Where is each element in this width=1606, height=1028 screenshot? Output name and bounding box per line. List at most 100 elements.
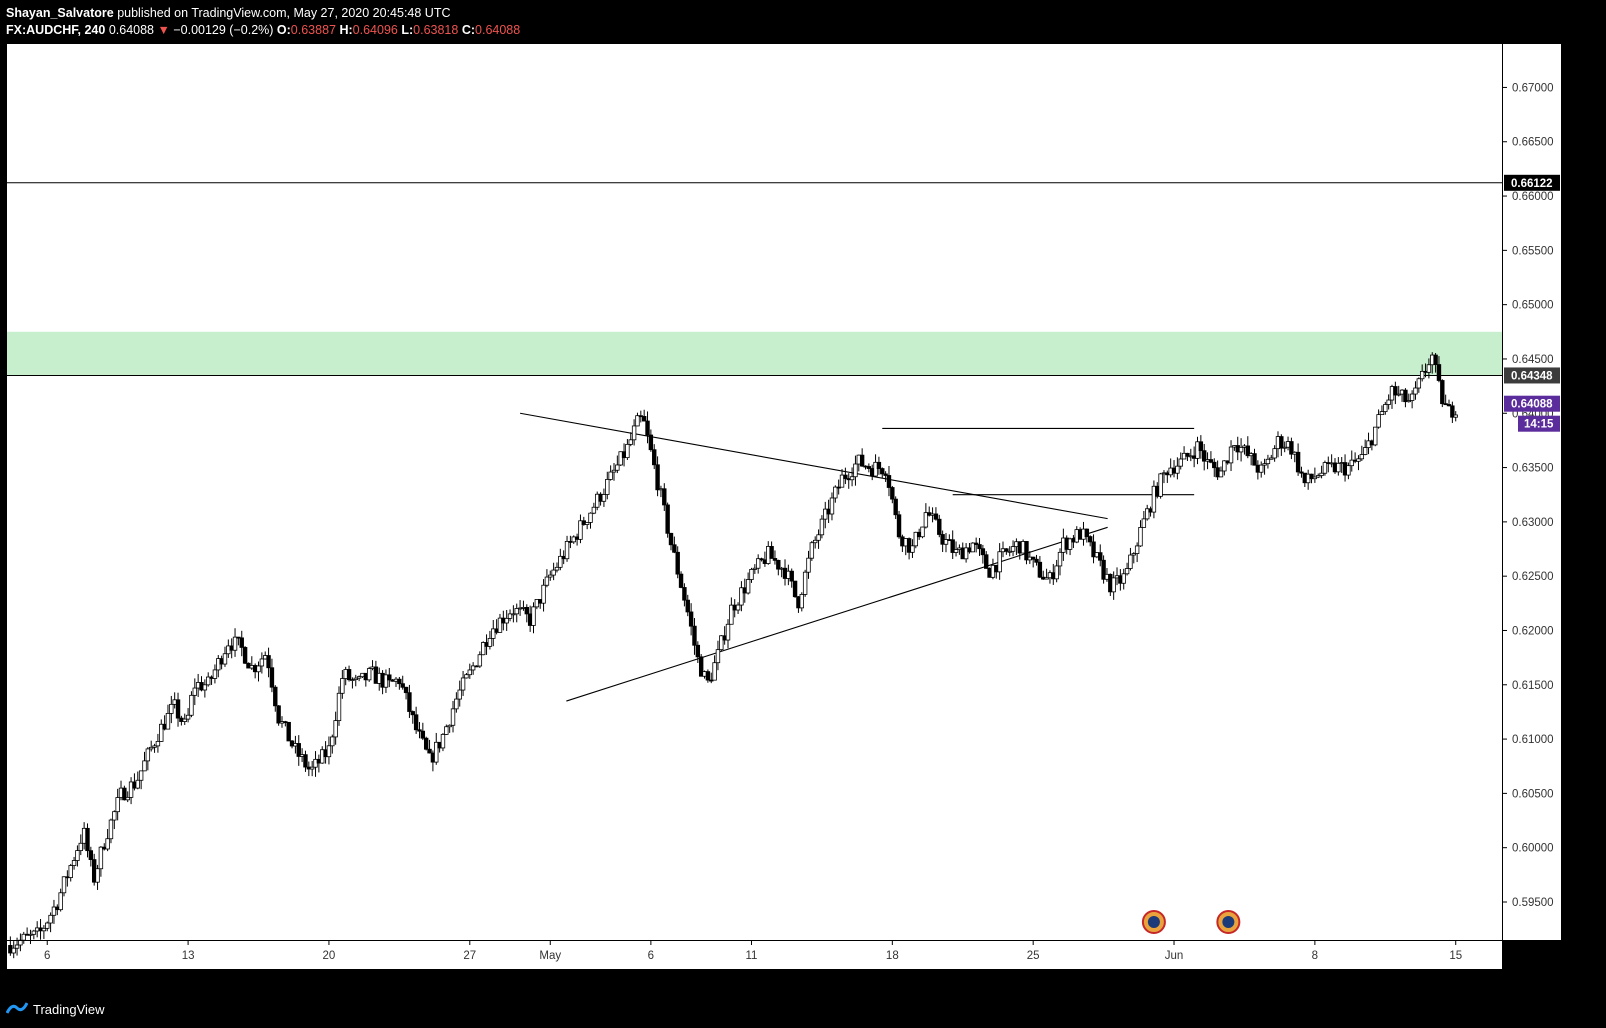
candle[interactable] (507, 613, 513, 619)
candle[interactable] (799, 594, 804, 609)
candle[interactable] (997, 551, 1002, 573)
candle[interactable] (615, 464, 620, 471)
candle[interactable] (269, 667, 275, 688)
candle[interactable] (142, 760, 147, 772)
candle[interactable] (1409, 393, 1415, 401)
candle[interactable] (403, 686, 409, 694)
candle[interactable] (48, 914, 53, 924)
candle[interactable] (1373, 426, 1378, 446)
candle[interactable] (504, 617, 509, 624)
candle[interactable] (427, 748, 432, 754)
trendline-0[interactable] (519, 412, 1108, 520)
candle[interactable] (286, 721, 291, 742)
candle[interactable] (1228, 446, 1234, 464)
candle[interactable] (1406, 400, 1411, 403)
candle[interactable] (1158, 473, 1163, 497)
candle[interactable] (1030, 556, 1036, 560)
candle[interactable] (387, 674, 392, 681)
candle[interactable] (859, 454, 865, 467)
candle[interactable] (896, 514, 902, 538)
candle[interactable] (444, 726, 449, 735)
trendline-1[interactable] (566, 526, 1108, 702)
candle[interactable] (383, 674, 389, 688)
candle[interactable] (1111, 577, 1116, 593)
candle[interactable] (628, 439, 633, 445)
candle[interactable] (303, 754, 308, 768)
candle[interactable] (185, 714, 191, 720)
candle[interactable] (487, 637, 493, 647)
candle[interactable] (85, 827, 90, 852)
candle[interactable] (514, 608, 519, 615)
author-name[interactable]: Shayan_Salvatore (6, 6, 114, 20)
candle[interactable] (1091, 541, 1096, 558)
candle[interactable] (541, 584, 546, 604)
candle[interactable] (1084, 528, 1090, 537)
candle[interactable] (1453, 414, 1458, 418)
candle[interactable] (1198, 441, 1204, 452)
candle[interactable] (819, 518, 825, 536)
candle[interactable] (175, 699, 181, 719)
candle[interactable] (886, 475, 892, 488)
candle[interactable] (1185, 452, 1190, 457)
candle[interactable] (1450, 405, 1455, 418)
candle[interactable] (239, 637, 244, 648)
candle[interactable] (625, 443, 630, 459)
candle[interactable] (1024, 541, 1029, 561)
candle[interactable] (876, 461, 882, 469)
candle[interactable] (709, 679, 714, 682)
candle[interactable] (256, 665, 261, 673)
candle[interactable] (353, 677, 358, 681)
candle[interactable] (1322, 462, 1328, 474)
candle[interactable] (973, 542, 979, 545)
candle[interactable] (1446, 404, 1452, 407)
candle[interactable] (400, 683, 405, 688)
candle[interactable] (454, 698, 459, 710)
candle[interactable] (135, 779, 140, 789)
candle[interactable] (675, 551, 680, 575)
candle[interactable] (1175, 465, 1180, 474)
tradingview-brand[interactable]: TradingView (33, 1001, 105, 1017)
candle[interactable] (584, 522, 590, 525)
candle[interactable] (719, 635, 724, 651)
candle[interactable] (326, 745, 332, 758)
candle[interactable] (812, 539, 818, 544)
candle[interactable] (769, 546, 774, 559)
candle[interactable] (682, 587, 687, 601)
candle[interactable] (423, 737, 429, 750)
candle[interactable] (41, 927, 47, 932)
candle[interactable] (692, 625, 697, 646)
candle[interactable] (31, 930, 37, 935)
candle[interactable] (98, 846, 104, 870)
candle[interactable] (937, 518, 942, 535)
candle[interactable] (464, 674, 469, 679)
candle[interactable] (1316, 475, 1321, 478)
candle[interactable] (1336, 462, 1341, 473)
candle[interactable] (548, 574, 553, 578)
candle[interactable] (980, 548, 986, 556)
candle[interactable] (1202, 450, 1207, 462)
candle[interactable] (923, 512, 929, 528)
candle[interactable] (970, 542, 976, 553)
candle[interactable] (1272, 448, 1277, 459)
candle[interactable] (1222, 460, 1227, 472)
candle[interactable] (816, 534, 821, 541)
candle[interactable] (752, 567, 758, 570)
candle[interactable] (524, 607, 529, 615)
candle[interactable] (346, 669, 352, 681)
candle[interactable] (890, 487, 895, 500)
candle[interactable] (776, 559, 781, 570)
candle[interactable] (169, 703, 174, 714)
candle[interactable] (1346, 465, 1351, 476)
candle[interactable] (688, 611, 694, 627)
candle[interactable] (447, 724, 452, 728)
candle[interactable] (61, 876, 67, 894)
candle[interactable] (1362, 447, 1368, 455)
candle[interactable] (11, 947, 16, 954)
candle[interactable] (1141, 518, 1147, 528)
candle[interactable] (192, 687, 197, 696)
candle[interactable] (1403, 389, 1408, 403)
candle[interactable] (1101, 559, 1106, 580)
candle[interactable] (839, 474, 845, 488)
candle[interactable] (685, 599, 690, 613)
candle[interactable] (1134, 545, 1140, 554)
